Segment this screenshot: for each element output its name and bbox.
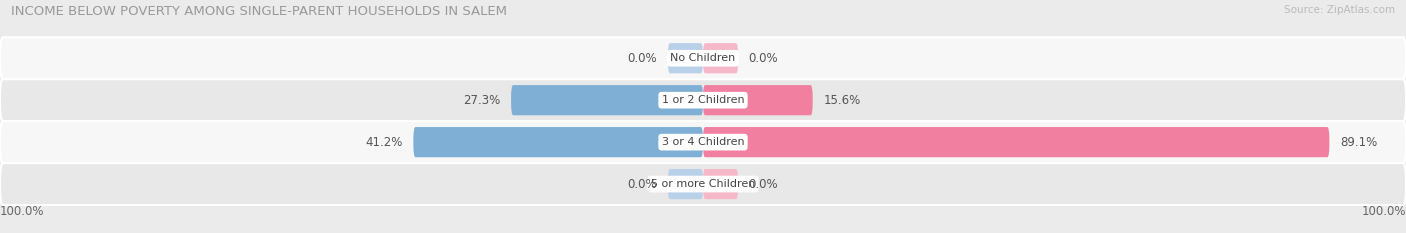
Text: 0.0%: 0.0% (749, 52, 779, 65)
Text: Source: ZipAtlas.com: Source: ZipAtlas.com (1284, 5, 1395, 15)
Text: 1 or 2 Children: 1 or 2 Children (662, 95, 744, 105)
FancyBboxPatch shape (668, 43, 703, 73)
FancyBboxPatch shape (0, 37, 1406, 79)
FancyBboxPatch shape (0, 79, 1406, 121)
Text: 27.3%: 27.3% (464, 94, 501, 107)
Text: 0.0%: 0.0% (627, 178, 657, 191)
Text: 3 or 4 Children: 3 or 4 Children (662, 137, 744, 147)
Text: 100.0%: 100.0% (0, 205, 45, 218)
Text: 5 or more Children: 5 or more Children (651, 179, 755, 189)
FancyBboxPatch shape (703, 127, 1330, 157)
Text: 15.6%: 15.6% (824, 94, 860, 107)
Text: 0.0%: 0.0% (749, 178, 779, 191)
Text: 41.2%: 41.2% (366, 136, 402, 149)
FancyBboxPatch shape (703, 85, 813, 115)
FancyBboxPatch shape (703, 169, 738, 199)
Text: 0.0%: 0.0% (627, 52, 657, 65)
FancyBboxPatch shape (668, 169, 703, 199)
FancyBboxPatch shape (0, 163, 1406, 205)
Text: INCOME BELOW POVERTY AMONG SINGLE-PARENT HOUSEHOLDS IN SALEM: INCOME BELOW POVERTY AMONG SINGLE-PARENT… (11, 5, 508, 18)
FancyBboxPatch shape (0, 121, 1406, 163)
Text: No Children: No Children (671, 53, 735, 63)
FancyBboxPatch shape (703, 43, 738, 73)
Text: 100.0%: 100.0% (1361, 205, 1406, 218)
FancyBboxPatch shape (413, 127, 703, 157)
FancyBboxPatch shape (512, 85, 703, 115)
Text: 89.1%: 89.1% (1340, 136, 1376, 149)
